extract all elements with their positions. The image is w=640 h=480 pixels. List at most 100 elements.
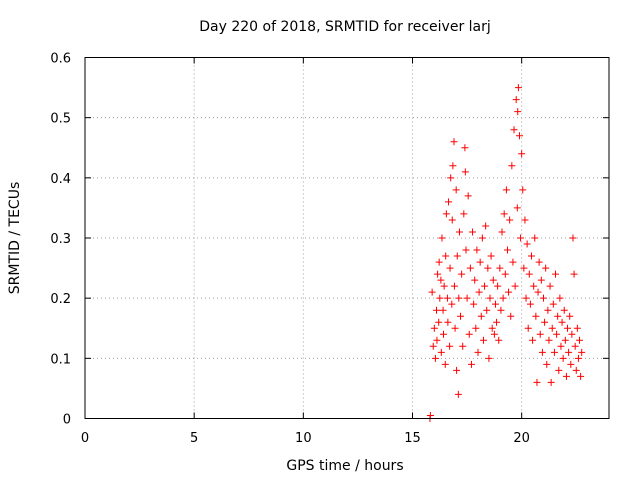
y-tick-labels: 0 0.1 0.2 0.3 0.4 0.5 0.6 [50,52,71,428]
data-point [514,108,522,116]
data-point [532,312,540,320]
data-point [571,342,579,350]
data-point [514,84,522,92]
data-point [461,144,469,152]
data-point [577,372,585,380]
y-tick-label: 0.1 [50,352,71,367]
x-tick-labels: 0 5 10 15 20 [81,431,530,446]
data-point [471,276,479,284]
data-point [498,228,506,236]
data-point [548,324,556,332]
data-point [515,132,523,140]
y-tick-label: 0 [63,413,71,428]
data-point [538,348,546,356]
data-point [447,174,455,182]
data-point [486,294,494,302]
data-point [434,270,442,278]
data-point [481,282,489,290]
data-point [520,264,528,272]
data-point [464,192,472,200]
data-point [442,210,450,218]
data-point [459,342,467,350]
data-point [522,294,530,302]
data-point [558,318,566,326]
data-point [460,210,468,218]
data-point [500,210,508,218]
data-point [428,288,436,296]
data-point [547,378,555,386]
plot-frame [84,57,610,419]
data-point [554,312,562,320]
data-point [446,342,454,350]
data-point [545,336,553,344]
y-tick-label: 0.2 [50,292,71,307]
data-point [568,330,576,338]
data-point [455,228,463,236]
data-point [465,330,473,338]
data-point [552,270,560,278]
x-tick-label: 10 [295,431,312,446]
data-point [436,294,444,302]
data-point [527,252,535,260]
data-point [450,138,458,146]
data-point [458,270,466,278]
data-point [445,198,453,206]
data-point [435,258,443,266]
data-point [556,294,564,302]
data-point [426,411,434,419]
x-tick-label: 20 [513,431,530,446]
data-point [484,264,492,272]
data-point [540,294,547,302]
data-point [519,186,527,194]
data-point [578,348,586,356]
data-point [461,168,469,176]
data-point [483,306,491,314]
data-point [489,276,497,284]
data-point [430,324,438,332]
data-point [518,150,526,158]
y-tick-label: 0.4 [50,172,71,187]
data-point [440,282,448,290]
data-points [426,84,586,422]
data-point [443,294,451,302]
data-point [439,306,447,314]
data-point [433,306,441,314]
data-point [530,282,538,290]
data-point [455,294,463,302]
data-point [448,300,456,308]
y-tick-label: 0.5 [50,112,71,127]
data-point [499,294,507,302]
data-point [469,228,477,236]
data-point [562,372,570,380]
data-point [438,234,446,242]
data-point [454,390,462,398]
data-point [497,306,505,314]
data-point [555,366,563,374]
data-point [570,270,578,278]
data-point [444,318,452,326]
data-point [508,162,516,170]
data-point [485,354,493,362]
axis-ticks [84,57,609,419]
y-tick-label: 0.3 [50,232,71,247]
data-point [479,336,487,344]
data-point [446,264,454,272]
data-point [560,306,568,314]
data-point [449,162,457,170]
data-point [503,246,511,254]
grid-lines [85,57,609,419]
data-point [574,354,582,362]
data-point [557,342,565,350]
data-point [472,324,480,332]
data-point [512,96,520,104]
data-point [537,276,545,284]
data-point [517,234,525,242]
data-point [466,264,474,272]
data-point [549,300,557,308]
data-point [493,318,501,326]
data-point [453,252,461,260]
data-point [559,354,567,362]
data-point [467,360,475,368]
data-point [441,360,449,368]
data-point [529,336,537,344]
